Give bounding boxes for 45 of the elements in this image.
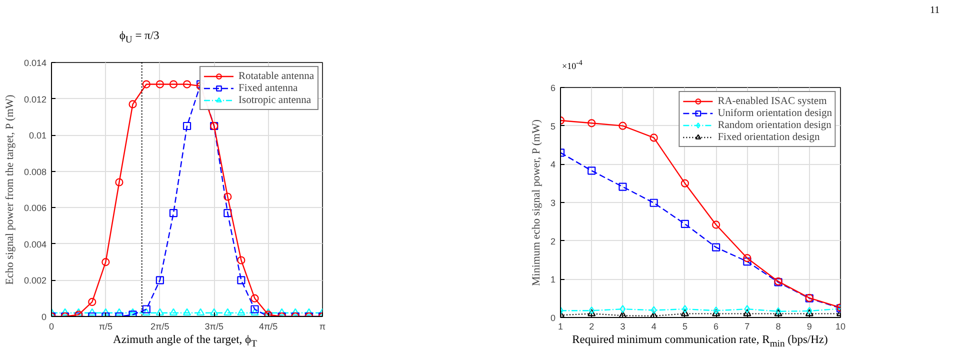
x-tick-label: π/5 bbox=[98, 322, 113, 332]
x-axis-title: Azimuth angle of the target, ϕ$_{T}$ bbox=[113, 333, 257, 351]
legend-label: RA-enabled ISAC system bbox=[718, 95, 827, 107]
x-tick-label: 4π/5 bbox=[258, 322, 278, 332]
legend-label: Fixed orientation design bbox=[718, 131, 820, 143]
x-tick-label: 2π/5 bbox=[150, 322, 170, 332]
legend-label: Fixed antenna bbox=[238, 82, 298, 94]
y-tick-label: 0.004 bbox=[24, 239, 47, 250]
y-axis-title: Echo signal power from the target, P (mW) bbox=[4, 94, 16, 285]
x-tick-label: 2 bbox=[589, 322, 594, 332]
x-tick-label: 0 bbox=[48, 322, 54, 332]
y-tick-label: 0.014 bbox=[24, 58, 47, 68]
x-tick-label: 4 bbox=[651, 322, 656, 332]
y-tick-label: 0.008 bbox=[24, 166, 47, 177]
legend-label: Uniform orientation design bbox=[718, 107, 832, 119]
legend-label: Random orientation design bbox=[718, 119, 832, 131]
x-tick-label: 9 bbox=[806, 322, 812, 332]
y-tick-label: 5 bbox=[550, 121, 556, 132]
x-axis-title: Required minimum communication rate, R$_{min}$ (bps/Hz) bbox=[572, 333, 828, 351]
ref-line-label: ϕ$_{U}$ = π/3 bbox=[119, 29, 160, 47]
y-tick-label: 2 bbox=[550, 236, 556, 246]
x-tick-label: 1 bbox=[558, 322, 564, 332]
x-tick-label: 3 bbox=[620, 322, 626, 332]
y-tick-label: 3 bbox=[550, 198, 556, 208]
text: 11 bbox=[930, 4, 940, 18]
x-tick-label: 7 bbox=[744, 322, 750, 332]
y-tick-label: 0.002 bbox=[24, 276, 47, 286]
y-tick-label: 0.006 bbox=[24, 203, 47, 214]
x-tick-label: 5 bbox=[682, 322, 688, 332]
x-tick-label: 10 bbox=[835, 322, 846, 332]
y-tick-label: 1 bbox=[550, 274, 556, 285]
y-tick-label: 6 bbox=[550, 83, 556, 93]
x-tick-label: 3π/5 bbox=[204, 322, 224, 332]
y-tick-label: 0.012 bbox=[24, 94, 47, 104]
text: ×10$^{-4}$ bbox=[562, 58, 582, 73]
y-tick-label: 0 bbox=[41, 312, 47, 322]
x-tick-label: 8 bbox=[776, 322, 781, 332]
legend-label: Isotropic antenna bbox=[238, 94, 312, 106]
y-axis-title: Minimum echo signal power, P (mW) bbox=[530, 119, 542, 286]
y-tick-label: 0.01 bbox=[28, 130, 47, 141]
y-tick-label: 4 bbox=[550, 160, 556, 170]
y-tick-label: 0 bbox=[550, 313, 556, 323]
x-tick-label: π bbox=[319, 322, 326, 332]
legend-label: Rotatable antenna bbox=[238, 70, 314, 82]
x-tick-label: 6 bbox=[714, 322, 719, 332]
